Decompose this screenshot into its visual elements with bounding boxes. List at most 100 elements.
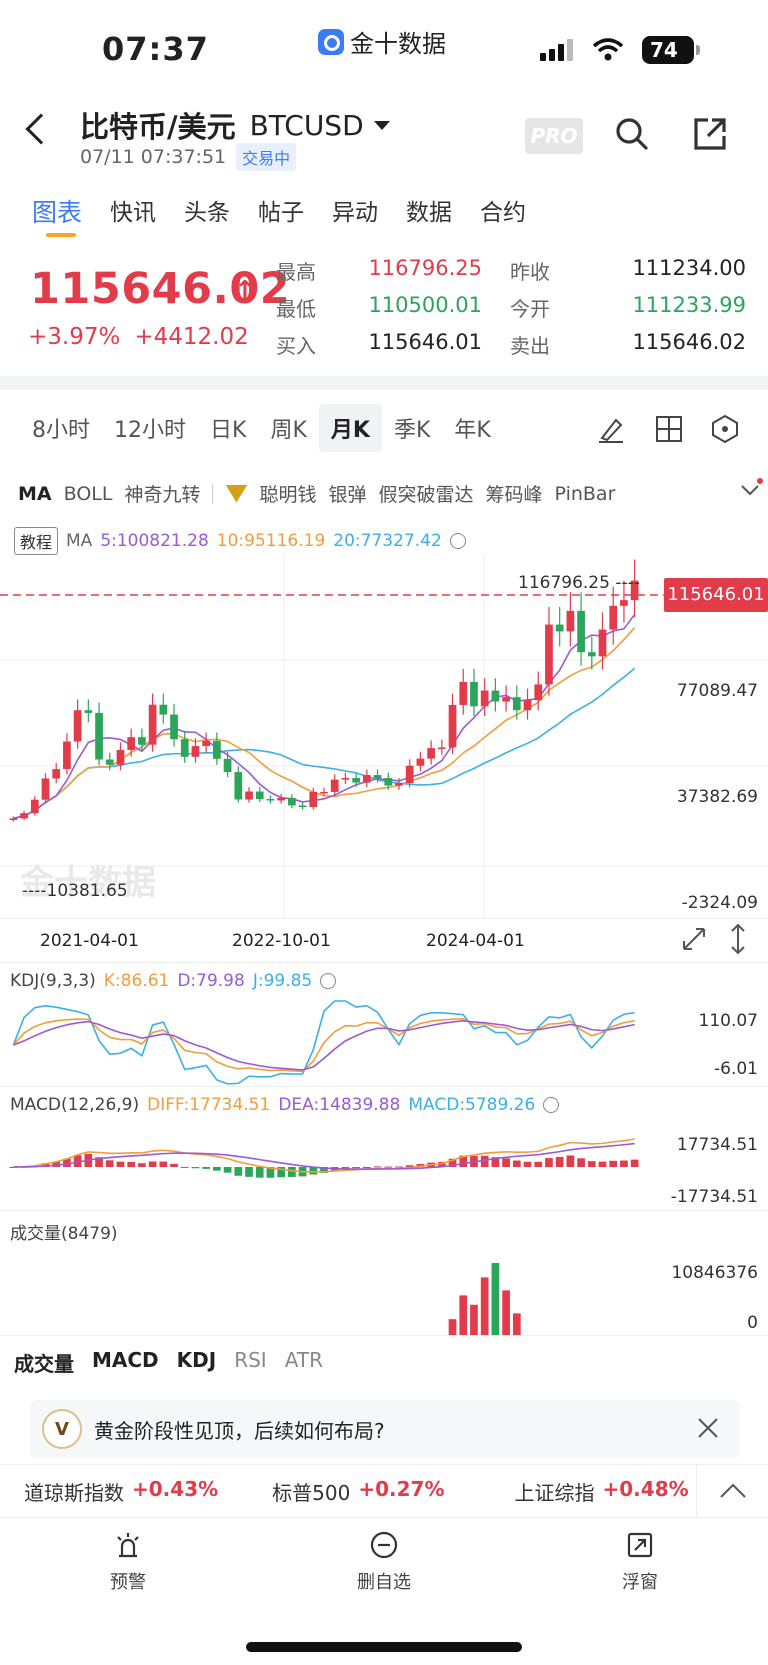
indicator-td9[interactable]: 神奇九转 (124, 484, 201, 506)
index-sse[interactable]: 上证综指 +0.48% (515, 1477, 689, 1506)
kdj-k: K:86.61 (103, 971, 170, 991)
open-value: 111233.99 (632, 293, 746, 317)
candle-body (138, 737, 146, 745)
subtab-kdj[interactable]: KDJ (176, 1348, 217, 1372)
macd-bar (170, 1163, 178, 1167)
candle-body (534, 684, 543, 701)
chevron-up-icon (720, 1483, 746, 1498)
indicator-ma[interactable]: MA (18, 482, 52, 505)
macd-bar (234, 1167, 243, 1176)
macd-bar (373, 1166, 382, 1168)
volume-bar (512, 1313, 521, 1335)
tab-movements[interactable]: 异动 (332, 200, 379, 226)
macd-settings-icon[interactable] (543, 1097, 560, 1113)
candle-body (620, 600, 628, 606)
macd-bar (223, 1167, 232, 1173)
instrument-title[interactable]: 比特币/美元 BTCUSD (80, 104, 390, 146)
period-quarter[interactable]: 季K (393, 418, 431, 443)
candle-body (309, 791, 318, 808)
subtab-atr[interactable]: ATR (284, 1348, 323, 1372)
macd-bar (480, 1155, 489, 1167)
indicator-chip-peak[interactable]: 筹码峰 (485, 484, 543, 506)
macd-bar (534, 1161, 543, 1167)
tab-data[interactable]: 数据 (406, 200, 453, 226)
chevron-down-icon[interactable] (738, 478, 764, 502)
subtab-volume[interactable]: 成交量 (14, 1352, 74, 1376)
candle-body (41, 778, 50, 800)
candle-body (159, 704, 168, 715)
volume-bar (459, 1295, 468, 1335)
settings-hex-icon[interactable] (710, 414, 740, 444)
period-day[interactable]: 日K (210, 418, 247, 443)
volume-legend: 成交量(8479) (10, 1219, 118, 1244)
macd-bar (395, 1166, 403, 1168)
indicator-pinbar[interactable]: PinBar (554, 482, 616, 505)
macd-bar (587, 1161, 596, 1167)
ask-value: 115646.02 (632, 330, 746, 354)
close-icon[interactable] (696, 1416, 720, 1440)
index-name: 标普500 (272, 1480, 351, 1505)
kdj-settings-icon[interactable] (320, 973, 337, 989)
remove-watchlist-button[interactable]: 删自选 (304, 1530, 464, 1594)
period-8h[interactable]: 8小时 (32, 418, 90, 443)
chevron-down-icon (373, 120, 390, 130)
search-icon[interactable] (614, 116, 650, 152)
tab-posts[interactable]: 帖子 (258, 200, 305, 226)
ma-settings-icon[interactable] (449, 533, 466, 549)
floating-window-button[interactable]: 浮窗 (560, 1530, 720, 1594)
prev-close-value: 111234.00 (632, 256, 746, 280)
candle-body (298, 805, 307, 808)
kdj-d: D:79.98 (177, 971, 245, 991)
candle-body (395, 783, 403, 786)
indicator-smart-money[interactable]: 聪明钱 (259, 484, 317, 506)
layout-grid-icon[interactable] (654, 414, 684, 444)
macd-bar (266, 1167, 275, 1178)
back-icon[interactable] (25, 113, 57, 145)
tab-chart[interactable]: 图表 (32, 193, 82, 237)
macd-bar (405, 1165, 414, 1167)
price-change: +3.97% +4412.02 (28, 324, 249, 350)
subtab-rsi[interactable]: RSI (234, 1348, 267, 1372)
promo-banner[interactable]: V 黄金阶段性见顶，后续如何布局? (30, 1400, 740, 1458)
macd-bar (41, 1163, 50, 1167)
tab-contracts[interactable]: 合约 (480, 200, 527, 226)
index-dji[interactable]: 道琼斯指数 +0.43% (24, 1477, 218, 1506)
alert-button[interactable]: 预警 (48, 1530, 208, 1594)
tab-flash[interactable]: 快讯 (110, 200, 157, 226)
section-divider (0, 376, 768, 390)
period-12h[interactable]: 12小时 (114, 418, 186, 443)
indicator-fake-breakout[interactable]: 假突破雷达 (378, 484, 474, 506)
share-icon[interactable] (692, 116, 728, 152)
candle-body (512, 697, 521, 711)
candle-body (63, 741, 71, 770)
macd-bar (566, 1155, 575, 1167)
macd-bar (341, 1167, 350, 1170)
vertical-scale-icon[interactable] (726, 923, 750, 955)
subtab-macd[interactable]: MACD (92, 1348, 159, 1372)
x-axis: 2021-04-01 2022-10-01 2024-04-01 (0, 918, 768, 962)
expand-indices-button[interactable] (696, 1465, 768, 1517)
candlestick-chart[interactable]: 金十数据 116796.25 ---- ----10381.65 77089.4… (0, 554, 768, 940)
index-change: +0.48% (602, 1476, 689, 1501)
period-week[interactable]: 周K (270, 418, 307, 443)
tab-headlines[interactable]: 头条 (184, 200, 231, 226)
index-spx[interactable]: 标普500 +0.27% (272, 1477, 444, 1506)
draw-tool-icon[interactable] (596, 414, 626, 444)
indicator-silver-bullet[interactable]: 银弹 (328, 484, 367, 506)
fullscreen-icon[interactable] (680, 925, 708, 953)
macd-bar (255, 1167, 264, 1178)
bid-label: 买入 (276, 334, 316, 358)
status-app-name: 金十数据 (350, 30, 446, 58)
tutorial-button[interactable]: 教程 (14, 527, 59, 555)
candle-body (52, 769, 61, 779)
indicator-bar: MA BOLL 神奇九转 聪明钱 银弹 假突破雷达 筹码峰 PinBar (18, 480, 615, 507)
y-axis-label: 37382.69 (677, 787, 758, 807)
macd-bar (384, 1166, 393, 1168)
prev-close-label: 昨收 (510, 260, 550, 284)
period-year[interactable]: 年K (454, 418, 491, 443)
bid-value: 115646.01 (368, 330, 482, 354)
pro-button[interactable]: PRO (525, 118, 583, 154)
indicator-boll[interactable]: BOLL (63, 482, 113, 505)
candle-body (245, 791, 253, 800)
period-month[interactable]: 月K (318, 404, 382, 452)
